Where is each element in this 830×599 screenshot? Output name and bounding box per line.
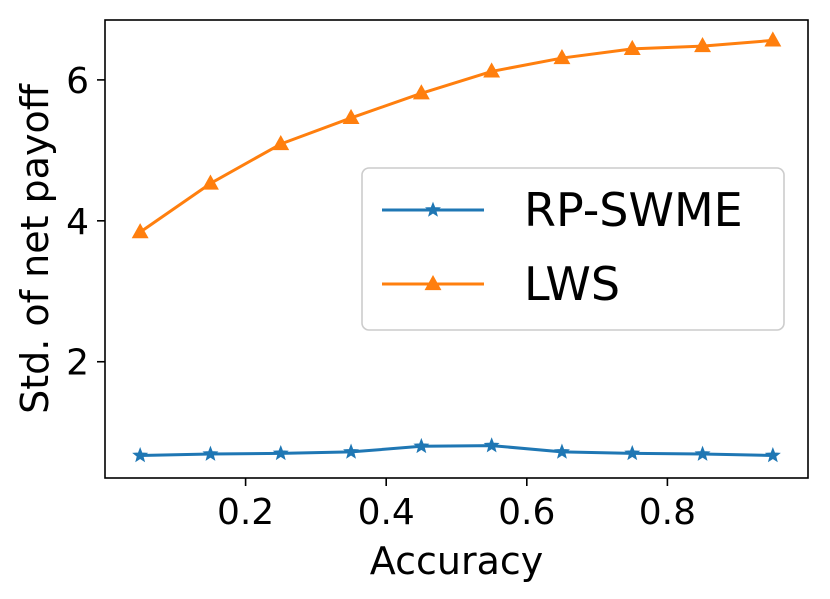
x-axis-label: Accuracy	[370, 539, 544, 583]
series-line-rp-swme	[140, 444, 773, 457]
data-point-rp-swme	[694, 445, 711, 461]
series-line-lws	[139, 38, 773, 234]
legend-item-lws: LWS	[382, 257, 620, 311]
data-point-lws	[764, 31, 782, 47]
legend-label: RP-SWME	[524, 183, 743, 237]
data-point-lws	[272, 134, 290, 151]
y-tick-label: 6	[66, 61, 89, 102]
data-point-rp-swme	[624, 444, 641, 461]
data-point-rp-swme	[553, 443, 570, 459]
y-tick-label: 4	[66, 202, 89, 243]
x-tick-label: 0.6	[498, 492, 555, 533]
series-lws	[131, 31, 782, 239]
series-rp-swme	[132, 437, 781, 463]
x-tick-label: 0.8	[639, 492, 696, 533]
data-point-rp-swme	[132, 447, 149, 463]
legend-marker	[424, 274, 442, 291]
data-point-lws	[553, 49, 571, 65]
legend-item-rp-swme: RP-SWME	[382, 183, 743, 237]
y-axis-label: Std. of net payoff	[13, 83, 57, 414]
data-point-lws	[483, 62, 501, 78]
plot-frame	[104, 19, 809, 479]
data-point-lws	[201, 174, 219, 190]
y-tick-label: 2	[66, 343, 89, 384]
data-point-rp-swme	[413, 437, 430, 454]
x-tick-label: 0.2	[217, 492, 274, 533]
data-point-rp-swme	[343, 443, 360, 459]
data-point-rp-swme	[202, 445, 219, 461]
data-point-lws	[342, 108, 360, 125]
x-tick-label: 0.4	[358, 492, 415, 533]
legend: RP-SWME LWS	[361, 167, 785, 331]
data-point-rp-swme	[272, 444, 289, 461]
legend-label: LWS	[524, 257, 620, 311]
y-axis: 2 4 6	[66, 61, 105, 384]
data-point-rp-swme	[483, 437, 500, 453]
data-point-lws	[412, 84, 430, 100]
data-point-lws	[131, 223, 149, 239]
legend-marker	[425, 201, 441, 217]
data-point-rp-swme	[764, 447, 781, 463]
series-layer	[131, 31, 782, 463]
data-point-lws	[694, 37, 712, 53]
data-point-lws	[623, 39, 641, 55]
x-axis: 0.2 0.4 0.6 0.8	[217, 478, 696, 533]
